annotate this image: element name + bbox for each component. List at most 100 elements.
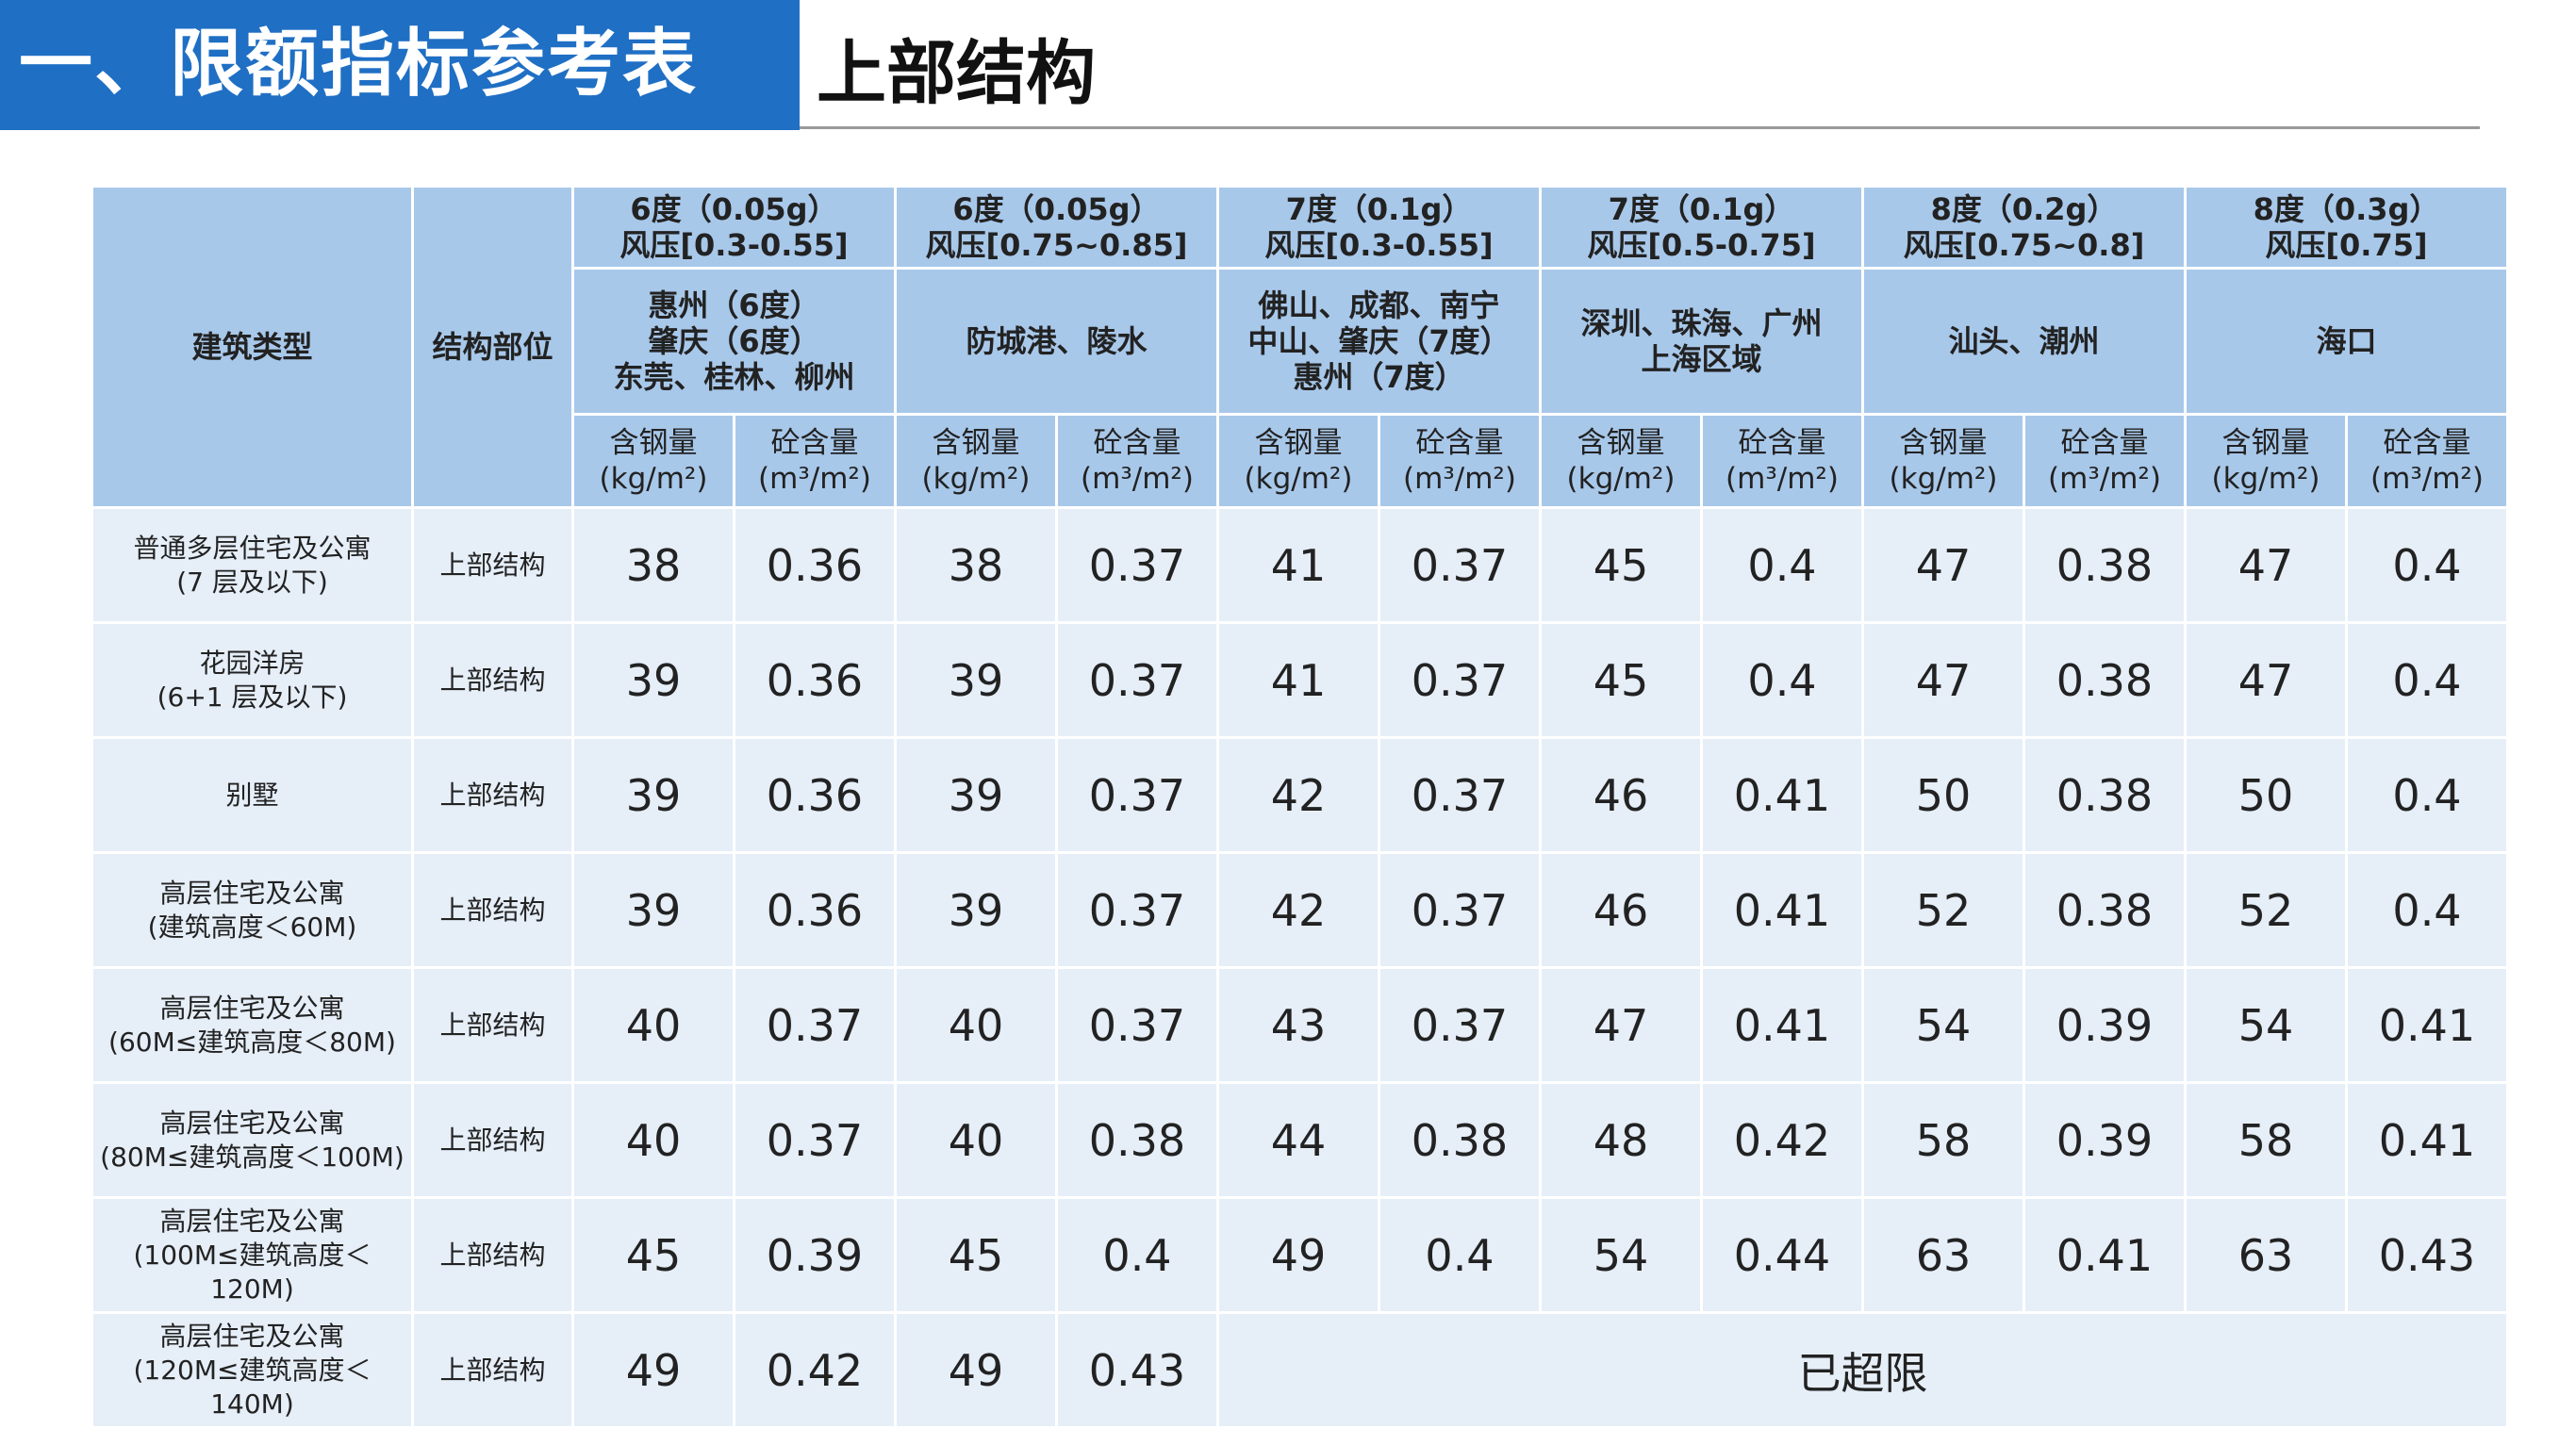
steel-unit: (kg/m²) [921,462,1031,496]
header-region-3: 7度（0.1g） 风压[0.5-0.75] [1539,185,1864,270]
concrete-value-cell: 0.4 [2345,851,2509,969]
concrete-value-cell: 0.37 [1055,506,1219,624]
concrete-value-cell-text: 0.4 [2392,884,2462,936]
building-type-cell: 高层住宅及公寓 (100M≤建筑高度＜120M) [91,1196,414,1314]
steel-label: 含钢量 [1254,426,1343,460]
table-row: 别墅 上部结构 39 0.36 39 0.37 42 0.37 46 0.41 50 0.38 50 0.… [91,736,2509,854]
concrete-value-cell-text: 0.42 [1733,1114,1831,1166]
structure-part-cell-text: 上部结构 [439,1354,546,1386]
concrete-value-cell-text: 0.37 [1088,769,1186,821]
table-row: 高层住宅及公寓 (60M≤建筑高度＜80M) 上部结构 40 0.37 40 0.37 43… [91,966,2509,1084]
concrete-value-cell: 0.37 [1378,506,1542,624]
header-cities-0: 惠州（6度） 肇庆（6度） 东莞、桂林、柳州 [571,267,897,416]
steel-value-cell-text: 54 [1915,999,1972,1051]
steel-value-cell: 39 [894,621,1058,739]
steel-value-cell-text: 63 [2237,1229,2294,1281]
header-concrete-4: 砼含量 (m³/m²) [2023,413,2187,509]
structure-part-cell: 上部结构 [411,851,574,969]
concrete-value-cell-text: 0.37 [1411,884,1509,936]
steel-value-cell: 39 [571,851,735,969]
steel-value-cell: 45 [1539,621,1703,739]
concrete-value-cell-text: 0.41 [1733,884,1831,936]
steel-value-cell: 58 [1861,1081,2025,1199]
concrete-value-cell: 0.37 [1055,966,1219,1084]
steel-value-cell-text: 42 [1270,769,1327,821]
concrete-value-cell-text: 0.37 [1411,654,1509,706]
concrete-value-cell: 0.38 [2023,851,2187,969]
concrete-value-cell-text: 0.37 [1411,999,1509,1051]
header-region-4: 8度（0.2g） 风压[0.75~0.8] [1861,185,2187,270]
table-row: 花园洋房 (6+1 层及以下) 上部结构 39 0.36 39 0.37 41 0.37 45 0… [91,621,2509,739]
steel-value-cell-text: 42 [1270,884,1327,936]
steel-value-cell-text: 40 [948,1114,1004,1166]
steel-value-cell: 46 [1539,736,1703,854]
steel-value-cell: 54 [1539,1196,1703,1314]
steel-value-cell-text: 46 [1593,769,1649,821]
header-cities-4-text: 汕头、潮州 [1948,323,2100,359]
concrete-unit: (m³/m²) [758,462,871,496]
steel-value-cell: 39 [571,621,735,739]
building-type-cell-text: 高层住宅及公寓 (建筑高度＜60M) [147,877,357,943]
steel-value-cell: 42 [1216,851,1380,969]
steel-value-cell: 40 [571,966,735,1084]
table-row: 高层住宅及公寓 (100M≤建筑高度＜120M) 上部结构 45 0.39 45 0.4 4… [91,1196,2509,1314]
table-row: 高层住宅及公寓 (80M≤建筑高度＜100M) 上部结构 40 0.37 40 0.38 4… [91,1081,2509,1199]
steel-value-cell: 49 [1216,1196,1380,1314]
concrete-value-cell-text: 0.41 [2378,999,2476,1051]
header-steel-4: 含钢量 (kg/m²) [1861,413,2025,509]
header-cities-1-text: 防城港、陵水 [966,323,1148,359]
header-structure-part-text: 结构部位 [432,329,553,365]
steel-value-cell-text: 40 [625,1114,682,1166]
steel-value-cell-text: 45 [948,1229,1004,1281]
steel-value-cell: 49 [571,1311,735,1429]
header-cities-2: 佛山、成都、南宁 中山、肇庆（7度） 惠州（7度） [1216,267,1542,416]
concrete-value-cell: 0.41 [2023,1196,2187,1314]
page-title: 一、限额指标参考表 [19,22,699,107]
steel-value-cell: 44 [1216,1081,1380,1199]
concrete-value-cell-text: 0.37 [1088,999,1186,1051]
steel-value-cell-text: 40 [948,999,1004,1051]
steel-value-cell: 38 [571,506,735,624]
steel-value-cell: 40 [894,1081,1058,1199]
concrete-value-cell-text: 0.41 [2056,1229,2154,1281]
concrete-value-cell-text: 0.4 [2392,539,2462,591]
concrete-value-cell: 0.39 [733,1196,897,1314]
concrete-value-cell: 0.41 [1700,736,1864,854]
header-cities-3-text: 深圳、珠海、广州 上海区域 [1580,305,1823,377]
structure-part-cell: 上部结构 [411,1196,574,1314]
steel-value-cell-text: 41 [1270,654,1327,706]
steel-unit: (kg/m²) [1244,462,1353,496]
concrete-value-cell: 0.41 [2345,966,2509,1084]
steel-value-cell-text: 49 [1270,1229,1327,1281]
steel-value-cell-text: 50 [1915,769,1972,821]
concrete-value-cell-text: 0.37 [1088,539,1186,591]
header-region-5: 8度（0.3g） 风压[0.75] [2184,185,2509,270]
building-type-cell-text: 普通多层住宅及公寓 (7 层及以下) [133,532,372,598]
concrete-value-cell: 0.38 [2023,621,2187,739]
steel-value-cell-text: 49 [625,1344,682,1396]
header-structure-part: 结构部位 [411,185,574,509]
steel-value-cell-text: 39 [948,769,1004,821]
concrete-value-cell-text: 0.4 [1747,654,1817,706]
steel-value-cell-text: 54 [2237,999,2294,1051]
header-cities-1: 防城港、陵水 [894,267,1219,416]
steel-value-cell-text: 39 [625,769,682,821]
concrete-value-cell-text: 0.41 [1733,999,1831,1051]
header-cities-2-text: 佛山、成都、南宁 中山、肇庆（7度） 惠州（7度） [1247,287,1511,395]
header-concrete-1: 砼含量 (m³/m²) [1055,413,1219,509]
region-intensity: 7度（0.1g） [1285,191,1473,227]
steel-value-cell: 54 [1861,966,2025,1084]
steel-value-cell: 39 [571,736,735,854]
steel-label: 含钢量 [1899,426,1988,460]
steel-value-cell: 45 [1539,506,1703,624]
concrete-value-cell-text: 0.41 [1733,769,1831,821]
building-type-cell-text: 高层住宅及公寓 (80M≤建筑高度＜100M) [100,1107,405,1173]
concrete-value-cell-text: 0.37 [766,1114,864,1166]
concrete-value-cell: 0.37 [1055,621,1219,739]
building-type-cell: 花园洋房 (6+1 层及以下) [91,621,414,739]
steel-value-cell: 46 [1539,851,1703,969]
concrete-value-cell: 0.36 [733,506,897,624]
region-intensity: 8度（0.3g） [2253,191,2440,227]
concrete-value-cell-text: 0.38 [2056,539,2154,591]
header-building-type: 建筑类型 [91,185,414,509]
